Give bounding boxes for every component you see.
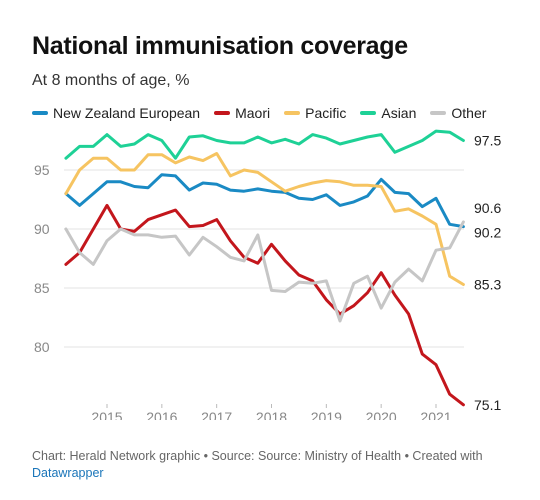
series-line-pacific <box>64 152 465 286</box>
legend-item-other: Other <box>430 105 486 121</box>
y-tick-label: 85 <box>34 280 50 296</box>
y-tick-label: 90 <box>34 221 50 237</box>
chart-title: National immunisation coverage <box>32 32 408 60</box>
end-label: 90.2 <box>474 225 501 241</box>
legend-swatch <box>284 111 301 115</box>
legend-swatch <box>32 111 48 115</box>
series-line-other <box>64 220 465 323</box>
end-label: 90.6 <box>474 200 501 216</box>
y-tick-label: 80 <box>34 339 50 355</box>
footer-credit: Chart: Herald Network graphic • Source: … <box>32 449 483 463</box>
legend-label: Pacific <box>305 105 347 121</box>
legend-item-maori: Maori <box>214 105 270 121</box>
series-line-asian <box>64 129 465 160</box>
x-tick-label: 2020 <box>366 409 397 420</box>
end-label: 85.3 <box>474 276 501 292</box>
x-tick-label: 2021 <box>420 409 451 420</box>
end-label: 97.5 <box>474 133 501 149</box>
legend: New Zealand European Maori Pacific Asian Oth… <box>32 105 500 121</box>
legend-swatch <box>360 111 377 115</box>
x-tick-label: 2016 <box>146 409 177 420</box>
series-line-new-zealand-european <box>64 173 465 229</box>
datawrapper-link[interactable]: Datawrapper <box>32 466 104 480</box>
legend-label: Other <box>451 105 487 121</box>
series-line-maori <box>64 203 465 407</box>
legend-swatch <box>214 111 231 115</box>
legend-item-new-zealand-european: New Zealand European <box>32 105 200 121</box>
chart-footer: Chart: Herald Network graphic • Source: … <box>32 448 502 482</box>
end-label: 75.1 <box>474 397 501 413</box>
legend-swatch <box>430 111 447 115</box>
chart-subtitle: At 8 months of age, % <box>32 72 190 89</box>
legend-item-pacific: Pacific <box>284 105 346 121</box>
line-chart: 80 85 90 95 2015 2016 2017 2018 2019 2020 2021 90.2… <box>34 129 501 420</box>
x-tick-label: 2017 <box>201 409 232 420</box>
legend-label: Maori <box>235 105 271 121</box>
legend-item-asian: Asian <box>360 105 416 121</box>
x-tick-label: 2018 <box>256 409 287 420</box>
y-tick-label: 95 <box>34 162 50 178</box>
legend-label: Asian <box>381 105 417 121</box>
legend-label: New Zealand European <box>53 105 201 121</box>
x-tick-label: 2019 <box>311 409 342 420</box>
x-tick-label: 2015 <box>91 409 122 420</box>
